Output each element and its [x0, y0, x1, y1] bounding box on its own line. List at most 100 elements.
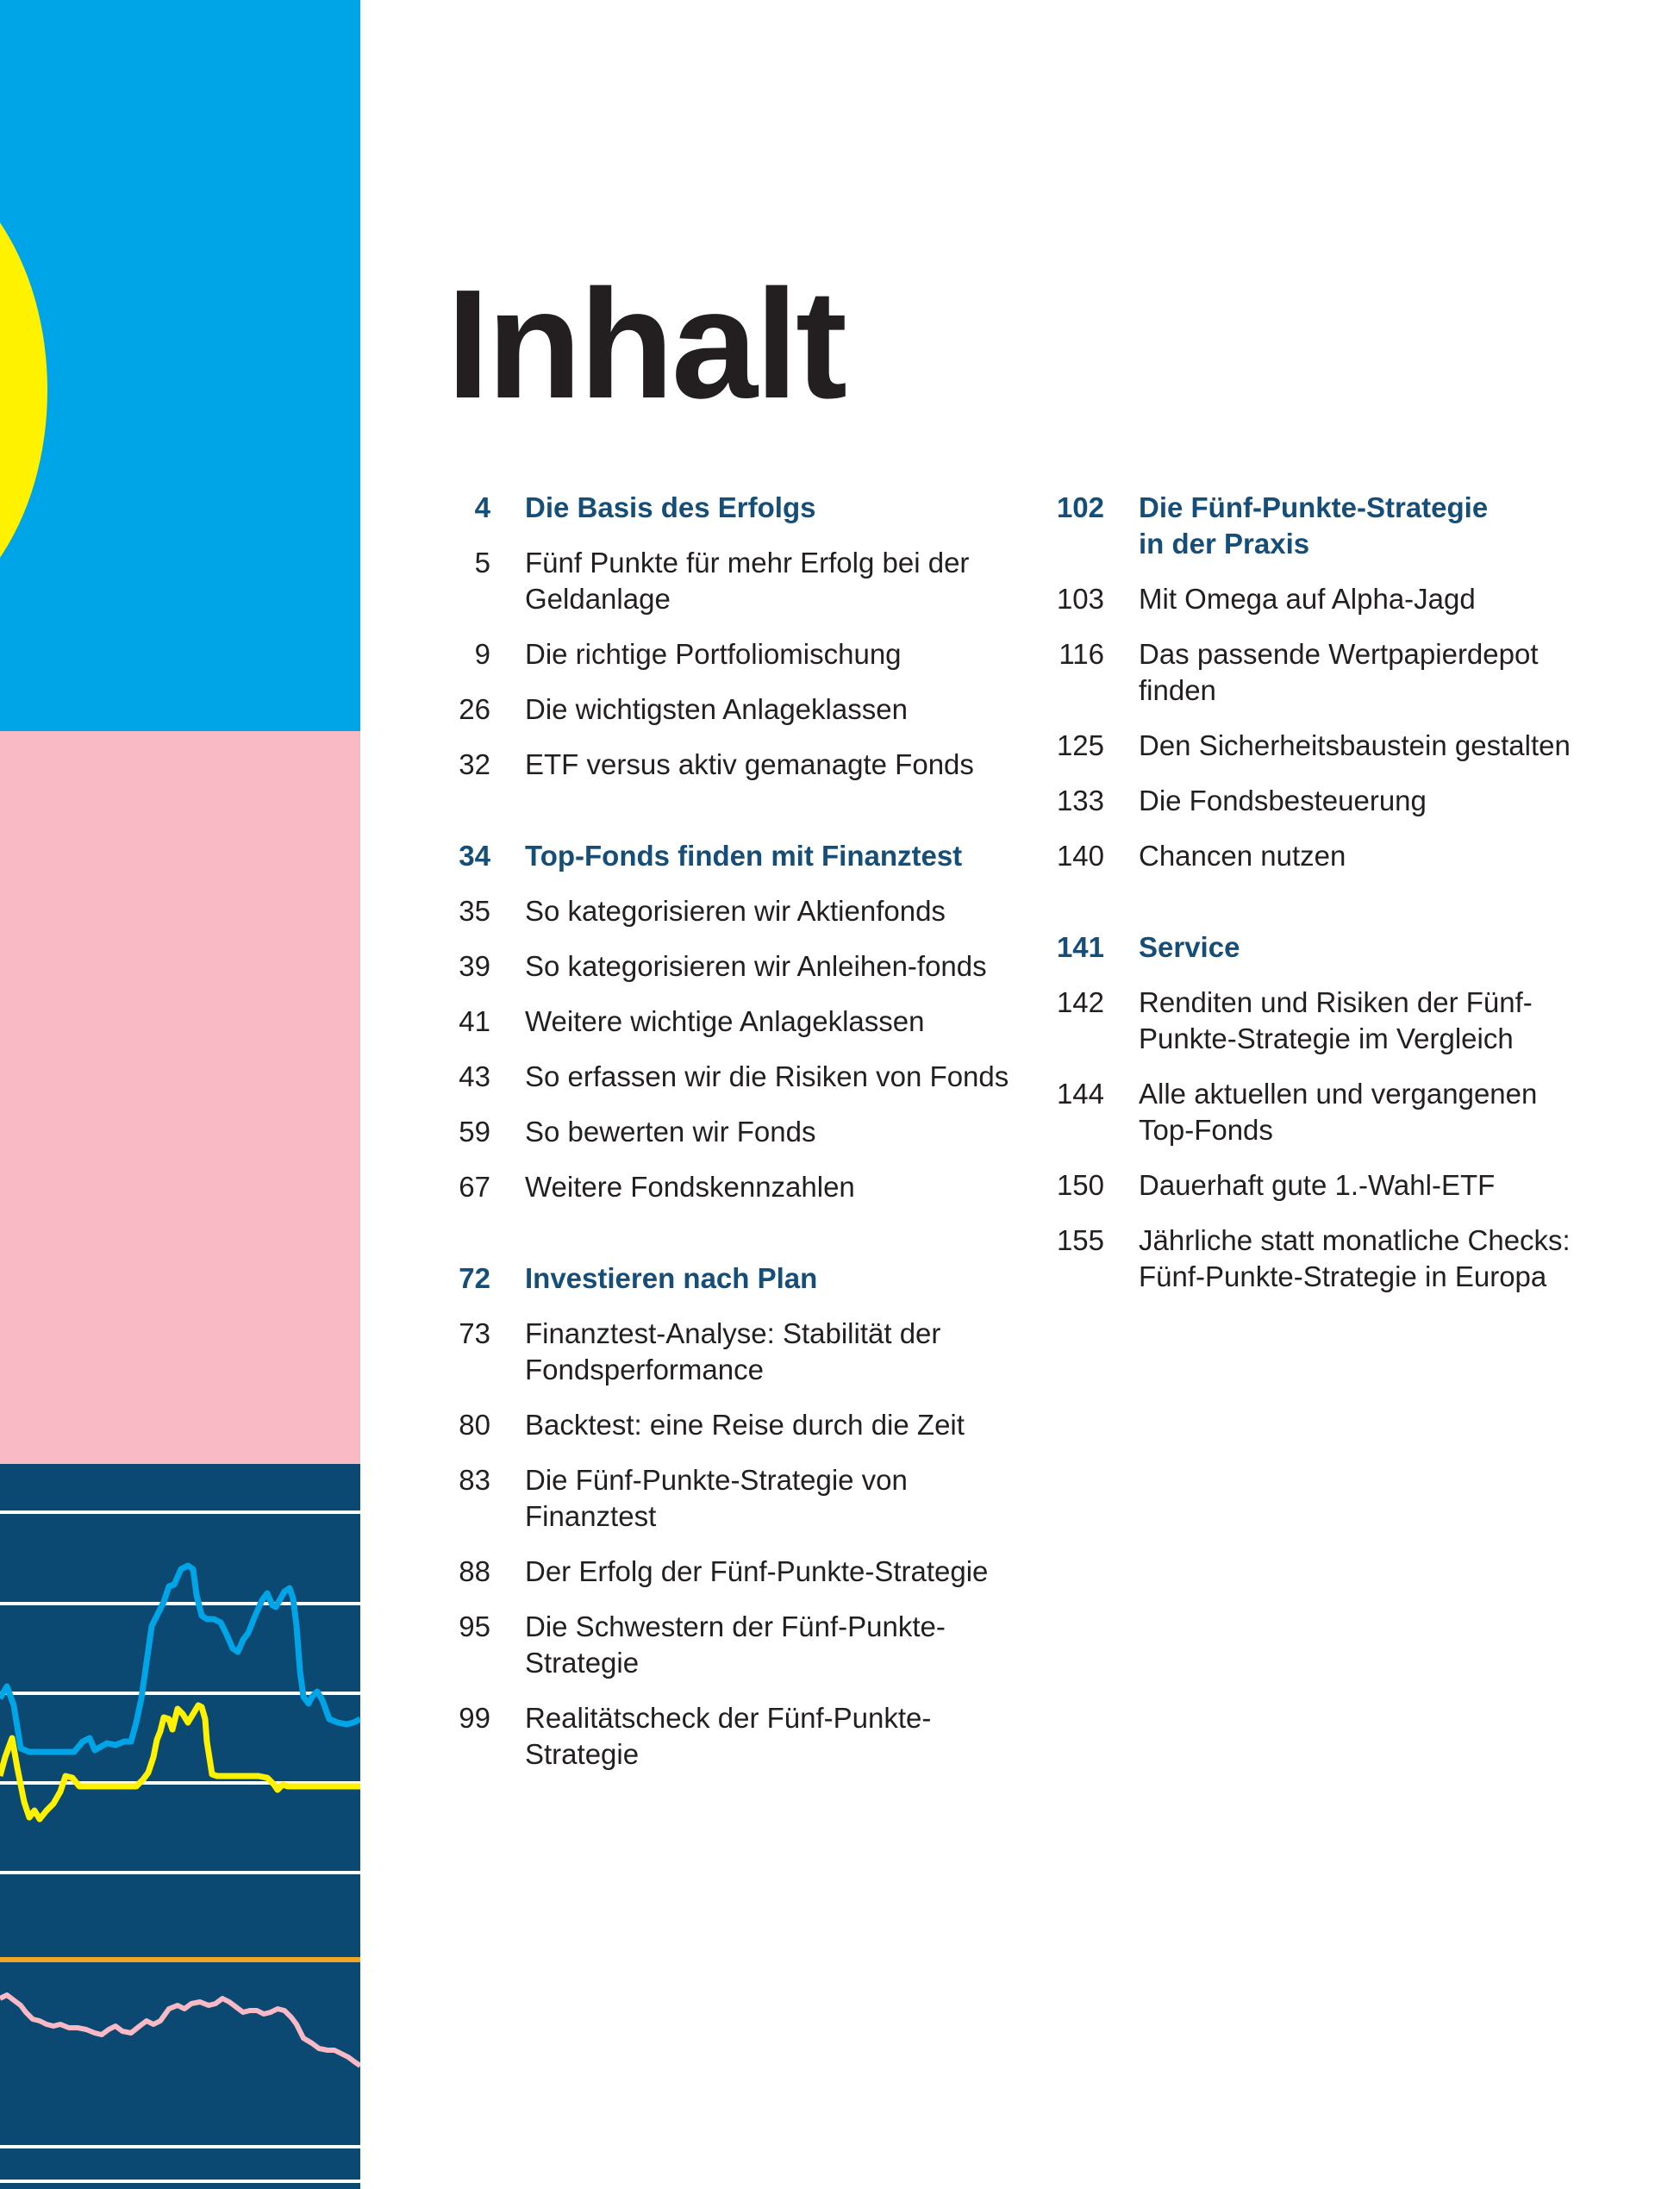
toc-section: 102 Die Fünf-Punkte-Strategie in der Pra…	[1045, 490, 1648, 874]
pink-block: 58	[0, 731, 360, 1764]
toc-entry[interactable]: 144 Alle aktuellen und vergangenen Top-F…	[1045, 1076, 1648, 1148]
toc-entry-page: 83	[459, 1464, 490, 1496]
toc-chapter-page: 72	[459, 1262, 490, 1294]
toc-chapter-title: Top-Fonds finden mit Finanztest	[525, 840, 963, 872]
toc-chapter-page: 141	[1056, 931, 1104, 963]
toc-entry-title: Alle aktuellen und vergangenen Top-Fonds	[1139, 1078, 1538, 1146]
toc-chapter-title: Investieren nach Plan	[525, 1262, 818, 1294]
toc-entry[interactable]: 150 Dauerhaft gute 1.-Wahl-ETF	[1045, 1167, 1648, 1204]
toc-entry-title: Der Erfolg der Fünf-Punkte-Strategie	[525, 1555, 989, 1587]
toc-chapter-heading[interactable]: 34 Top-Fonds finden mit Finanztest	[431, 838, 1034, 874]
toc-entry-page: 142	[1056, 986, 1104, 1018]
toc-entry-page: 39	[459, 950, 490, 982]
toc-entry-title: Die wichtigsten Anlageklassen	[525, 693, 908, 725]
toc-entry-title: ETF versus aktiv gemanagte Fonds	[525, 748, 974, 780]
toc-entry-page: 116	[1059, 638, 1104, 670]
toc-entry-title: Das passende Wertpapierdepot finden	[1139, 638, 1539, 706]
toc-entry-title: So bewerten wir Fonds	[525, 1116, 816, 1148]
toc-entry-title: Die Schwestern der Fünf-Punkte-Strategie	[525, 1610, 946, 1679]
toc-entry-title: Weitere wichtige Anlageklassen	[525, 1005, 925, 1037]
toc-entry-title: Die richtige Portfoliomischung	[525, 638, 902, 670]
toc-entry[interactable]: 103 Mit Omega auf Alpha-Jagd	[1045, 581, 1648, 617]
toc-entry[interactable]: 59 So bewerten wir Fonds	[431, 1114, 1034, 1150]
chart-gridlines	[0, 1510, 360, 2183]
blue-block	[0, 0, 360, 731]
toc-entry-page: 144	[1056, 1078, 1104, 1110]
toc-chapter-heading[interactable]: 4 Die Basis des Erfolgs	[431, 490, 1034, 526]
toc-entry-title: So kategorisieren wir Anleihen-fonds	[525, 950, 987, 982]
toc-entry-page: 133	[1056, 785, 1104, 816]
toc-column-right: 102 Die Fünf-Punkte-Strategie in der Pra…	[1045, 490, 1648, 1350]
toc-entry[interactable]: 133 Die Fondsbesteuerung	[1045, 783, 1648, 819]
toc-entry[interactable]: 99 Realitätscheck der Fünf-Punkte-Strate…	[431, 1700, 1034, 1773]
toc-entry[interactable]: 9 Die richtige Portfoliomischung	[431, 636, 1034, 672]
toc-entry-page: 32	[459, 748, 490, 780]
toc-chapter-heading[interactable]: 102 Die Fünf-Punkte-Strategie in der Pra…	[1045, 490, 1648, 562]
toc-entry[interactable]: 35 So kategorisieren wir Aktienfonds	[431, 893, 1034, 929]
toc-entry[interactable]: 88 Der Erfolg der Fünf-Punkte-Strategie	[431, 1554, 1034, 1590]
chart-line-pink	[0, 1992, 360, 2068]
page-title: Inhalt	[447, 258, 847, 431]
toc-chapter-title: Service	[1139, 931, 1240, 963]
toc-entry-title: Mit Omega auf Alpha-Jagd	[1139, 583, 1476, 615]
toc-entry[interactable]: 83 Die Fünf-Punkte-Strategie von Finanzt…	[431, 1462, 1034, 1535]
toc-entry-title: Den Sicherheitsbaustein gestalten	[1139, 729, 1571, 761]
toc-entry[interactable]: 43 So erfassen wir die Risiken von Fonds	[431, 1059, 1034, 1095]
decorative-line-chart	[0, 1464, 360, 2189]
yellow-circle	[0, 151, 47, 629]
toc-entry-page: 95	[459, 1610, 490, 1642]
toc-entry[interactable]: 140 Chancen nutzen	[1045, 838, 1648, 874]
chart-line-blue	[0, 1562, 360, 1755]
toc-entry-page: 59	[459, 1116, 490, 1148]
toc-entry-title: Jährliche statt monatliche Checks: Fünf-…	[1139, 1224, 1571, 1292]
toc-entry-page: 99	[459, 1702, 490, 1734]
toc-entry-page: 150	[1056, 1169, 1104, 1201]
toc-entry-page: 43	[459, 1060, 490, 1092]
toc-entry-page: 9	[474, 638, 490, 670]
toc-entry-title: So kategorisieren wir Aktienfonds	[525, 895, 946, 927]
toc-entry[interactable]: 80 Backtest: eine Reise durch die Zeit	[431, 1407, 1034, 1443]
toc-chapter-page: 34	[459, 840, 490, 872]
toc-entry-title: Backtest: eine Reise durch die Zeit	[525, 1409, 965, 1441]
toc-entry-title: So erfassen wir die Risiken von Fonds	[525, 1060, 1009, 1092]
toc-entry[interactable]: 73 Finanztest-Analyse: Stabilität der Fo…	[431, 1316, 1034, 1388]
toc-entry-page: 26	[459, 693, 490, 725]
toc-chapter-heading[interactable]: 141 Service	[1045, 929, 1648, 966]
toc-entry-title: Realitätscheck der Fünf-Punkte-Strategie	[525, 1702, 932, 1770]
decorative-chart-svg	[0, 1510, 360, 2183]
toc-entry-page: 80	[459, 1409, 490, 1441]
toc-entry-page: 67	[459, 1171, 490, 1203]
toc-entry-page: 140	[1056, 840, 1104, 872]
toc-entry[interactable]: 26 Die wichtigsten Anlageklassen	[431, 691, 1034, 728]
toc-entry-page: 5	[474, 547, 490, 579]
toc-entry[interactable]: 142 Renditen und Risiken der Fünf-Punkte…	[1045, 985, 1648, 1057]
toc-entry-title: Dauerhaft gute 1.-Wahl-ETF	[1139, 1169, 1496, 1201]
toc-entry-page: 125	[1056, 729, 1104, 761]
toc-chapter-title: Die Fünf-Punkte-Strategie in der Praxis	[1139, 491, 1489, 560]
toc-chapter-heading[interactable]: 72 Investieren nach Plan	[431, 1260, 1034, 1297]
toc-entry[interactable]: 41 Weitere wichtige Anlageklassen	[431, 1004, 1034, 1040]
toc-entry[interactable]: 125 Den Sicherheitsbaustein gestalten	[1045, 728, 1648, 764]
chart-line-yellow	[0, 1702, 360, 1823]
toc-entry[interactable]: 155 Jährliche statt monatliche Checks: F…	[1045, 1223, 1648, 1295]
toc-entry[interactable]: 116 Das passende Wertpapierdepot finden	[1045, 636, 1648, 709]
side-illustration: 58	[0, 0, 360, 2189]
toc-entry-title: Renditen und Risiken der Fünf-Punkte-Str…	[1139, 986, 1533, 1054]
toc-entry[interactable]: 32 ETF versus aktiv gemanagte Fonds	[431, 747, 1034, 783]
toc-section: 4 Die Basis des Erfolgs 5 Fünf Punkte fü…	[431, 490, 1034, 783]
toc-entry-title: Fünf Punkte für mehr Erfolg bei der Geld…	[525, 547, 970, 615]
toc-entry-page: 103	[1056, 583, 1104, 615]
toc-entry[interactable]: 39 So kategorisieren wir Anleihen-fonds	[431, 948, 1034, 985]
toc-entry-page: 73	[459, 1317, 490, 1349]
toc-entry-page: 35	[459, 895, 490, 927]
toc-chapter-page: 102	[1056, 491, 1104, 523]
toc-entry-title: Die Fondsbesteuerung	[1139, 785, 1427, 816]
toc-section: 141 Service 142 Renditen und Risiken der…	[1045, 929, 1648, 1295]
toc-entry-title: Finanztest-Analyse: Stabilität der Fonds…	[525, 1317, 941, 1385]
toc-entry-title: Weitere Fondskennzahlen	[525, 1171, 855, 1203]
toc-entry[interactable]: 95 Die Schwestern der Fünf-Punkte-Strate…	[431, 1609, 1034, 1681]
toc-entry[interactable]: 5 Fünf Punkte für mehr Erfolg bei der Ge…	[431, 545, 1034, 617]
toc-entry-page: 155	[1056, 1224, 1104, 1256]
toc-entry-title: Chancen nutzen	[1139, 840, 1346, 872]
toc-entry[interactable]: 67 Weitere Fondskennzahlen	[431, 1169, 1034, 1205]
